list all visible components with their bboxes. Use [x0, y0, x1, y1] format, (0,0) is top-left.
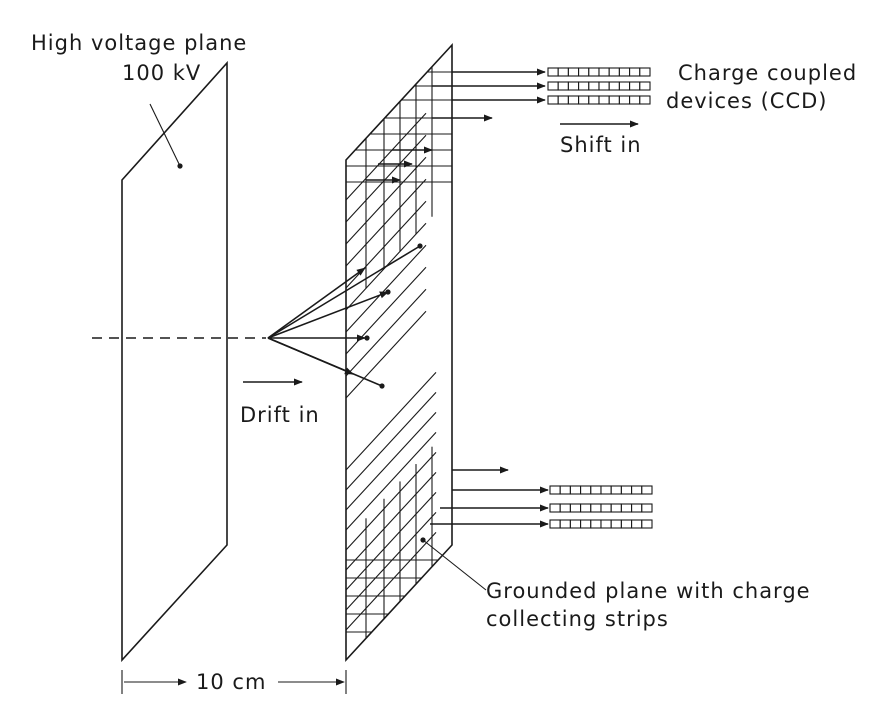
top-readout-arrows: [366, 68, 546, 184]
particle-tracks: [267, 243, 423, 389]
ccd-label-line2: devices (CCD): [666, 89, 827, 113]
grounded-plane: [345, 42, 453, 663]
grounded-plane-dot: [420, 537, 426, 543]
high-voltage-plane-label: High voltage plane: [31, 31, 247, 55]
dimension-line: [121, 670, 347, 694]
grounded-plane-leader: [422, 539, 487, 591]
ccd-registers-bottom: [549, 485, 653, 529]
ccd-registers-top: [547, 67, 651, 105]
distance-label: 10 cm: [196, 670, 266, 694]
ccd-label-line1: Charge coupled: [678, 61, 857, 85]
grounded-plane-label-line1: Grounded plane with charge: [486, 579, 811, 603]
drift-in-label: Drift in: [240, 403, 320, 427]
voltage-label: 100 kV: [122, 61, 201, 85]
high-voltage-plane-leader: [149, 103, 181, 167]
bottom-readout-arrows: [430, 466, 549, 528]
shift-in-label: Shift in: [560, 133, 642, 157]
grounded-plane-label-line2: collecting strips: [486, 607, 669, 631]
collecting-strips: [345, 66, 452, 639]
high-voltage-plane: [121, 60, 228, 663]
